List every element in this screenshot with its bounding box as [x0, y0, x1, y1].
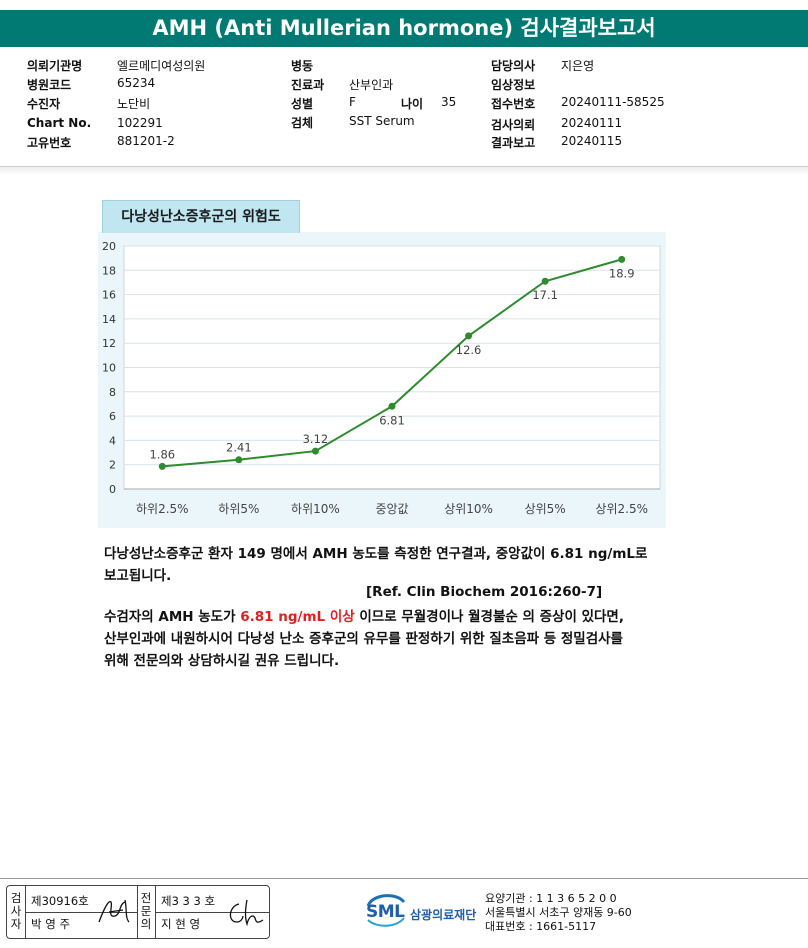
- specialist-license-no: 제3 3 3 호: [161, 894, 216, 908]
- lab-address: 서울특별시 서초구 양재동 9-60: [485, 906, 632, 919]
- sig-divider: [25, 912, 137, 913]
- sml-logo: SML 삼광의료재단: [362, 890, 482, 930]
- paragraph-2-post: 이므로 무월경이나 월경불순 의 증상이 있다면,: [354, 609, 624, 625]
- info-label: 검체: [291, 116, 314, 130]
- vertical-char: 의: [140, 917, 152, 931]
- lab-code: 요양기관 : 1 1 3 6 5 2 0 0: [485, 892, 617, 905]
- vertical-char: 자: [10, 917, 22, 931]
- highlight-value: 6.81 ng/mL 이상: [240, 609, 355, 625]
- vertical-char: 문: [140, 904, 152, 918]
- info-col2: 병동 진료과 산부인과 성별 F 나이 35 검체 SST Serum: [291, 57, 471, 137]
- info-label: 병동: [291, 59, 314, 73]
- examiner-license-no: 제30916호: [31, 894, 89, 908]
- specialist-signature: [229, 899, 264, 927]
- info-value: 20240111: [561, 116, 623, 130]
- info-label: 접수번호: [491, 97, 536, 111]
- org-name: 삼광의료재단: [410, 908, 477, 922]
- info-label: 임상정보: [491, 78, 536, 92]
- age-value: 35: [441, 95, 457, 109]
- chart-title: 다낭성난소증후군의 위험도: [102, 200, 300, 233]
- vertical-char: 전: [140, 891, 152, 905]
- report-title: AMH (Anti Mullerian hormone) 검사결과보고서: [0, 10, 808, 47]
- info-value: 지은영: [561, 59, 595, 73]
- info-col3: 담당의사 지은영 임상정보 접수번호 20240111-58525 검사의뢰 2…: [491, 57, 711, 152]
- info-value: F: [349, 95, 356, 109]
- footer-divider: [0, 878, 808, 879]
- chart-panel: [98, 232, 666, 528]
- logo-mark-icon: [366, 894, 406, 927]
- info-label: 수진자: [27, 97, 61, 111]
- info-value: 엘르메디여성의원: [117, 59, 206, 73]
- info-label: 성별: [291, 97, 314, 111]
- info-label: 진료과: [291, 78, 325, 92]
- specialist-vertical-label: 전 문 의: [139, 892, 153, 931]
- info-label: 고유번호: [27, 136, 72, 150]
- info-label: 병원코드: [27, 78, 72, 92]
- age-label: 나이: [401, 97, 424, 111]
- info-label: 담당의사: [491, 59, 536, 73]
- info-value: SST Serum: [349, 114, 415, 128]
- vertical-char: 사: [10, 904, 22, 918]
- paragraph-2-line-3: 위해 전문의와 상담하시길 권유 드립니다.: [104, 653, 340, 669]
- paragraph-1-line-1: 다낭성난소증후군 환자 149 명에서 AMH 농도를 측정한 연구결과, 중앙…: [104, 546, 648, 562]
- sig-divider: [137, 886, 138, 938]
- info-value: 20240115: [561, 134, 623, 148]
- info-col1: 의뢰기관명 엘르메디여성의원 병원코드 65234 수진자 노단비 Chart …: [27, 57, 277, 152]
- examiner-name: 박 영 주: [31, 917, 71, 931]
- info-label: Chart No.: [27, 116, 92, 130]
- paragraph-1-line-2: 보고됩니다.: [104, 568, 172, 584]
- examiner-vertical-label: 검 사 자: [9, 892, 23, 931]
- info-divider: [0, 166, 808, 167]
- info-label: 의뢰기관명: [27, 59, 83, 73]
- lab-phone: 대표번호 : 1661-5117: [485, 920, 597, 933]
- signature-box: 검 사 자 제30916호 박 영 주 전 문 의 제3 3 3 호 지 현 영: [6, 885, 270, 939]
- info-value: 102291: [117, 116, 163, 130]
- logo-text: SML: [366, 902, 405, 922]
- info-label: 결과보고: [491, 136, 536, 150]
- paragraph-2-pre: 수검자의 AMH 농도가: [104, 609, 241, 625]
- vertical-char: 검: [10, 891, 22, 905]
- info-value: 65234: [117, 76, 156, 90]
- sig-divider: [155, 912, 269, 913]
- reference: [Ref. Clin Biochem 2016:260-7]: [366, 584, 603, 600]
- info-label: 검사의뢰: [491, 118, 536, 132]
- paragraph-2-line-1: 수검자의 AMH 농도가 6.81 ng/mL 이상 이므로 무월경이나 월경불…: [104, 605, 624, 625]
- info-value: 881201-2: [117, 134, 175, 148]
- info-value: 산부인과: [349, 78, 394, 92]
- divider-shadow: [0, 167, 808, 175]
- paragraph-2-line-2: 산부인과에 내원하시어 다낭성 난소 증후군의 유무를 판정하기 위한 질초음파…: [104, 631, 623, 647]
- specialist-name: 지 현 영: [161, 917, 201, 931]
- examiner-signature: [98, 899, 130, 923]
- info-value: 노단비: [117, 97, 151, 111]
- info-value: 20240111-58525: [561, 95, 665, 109]
